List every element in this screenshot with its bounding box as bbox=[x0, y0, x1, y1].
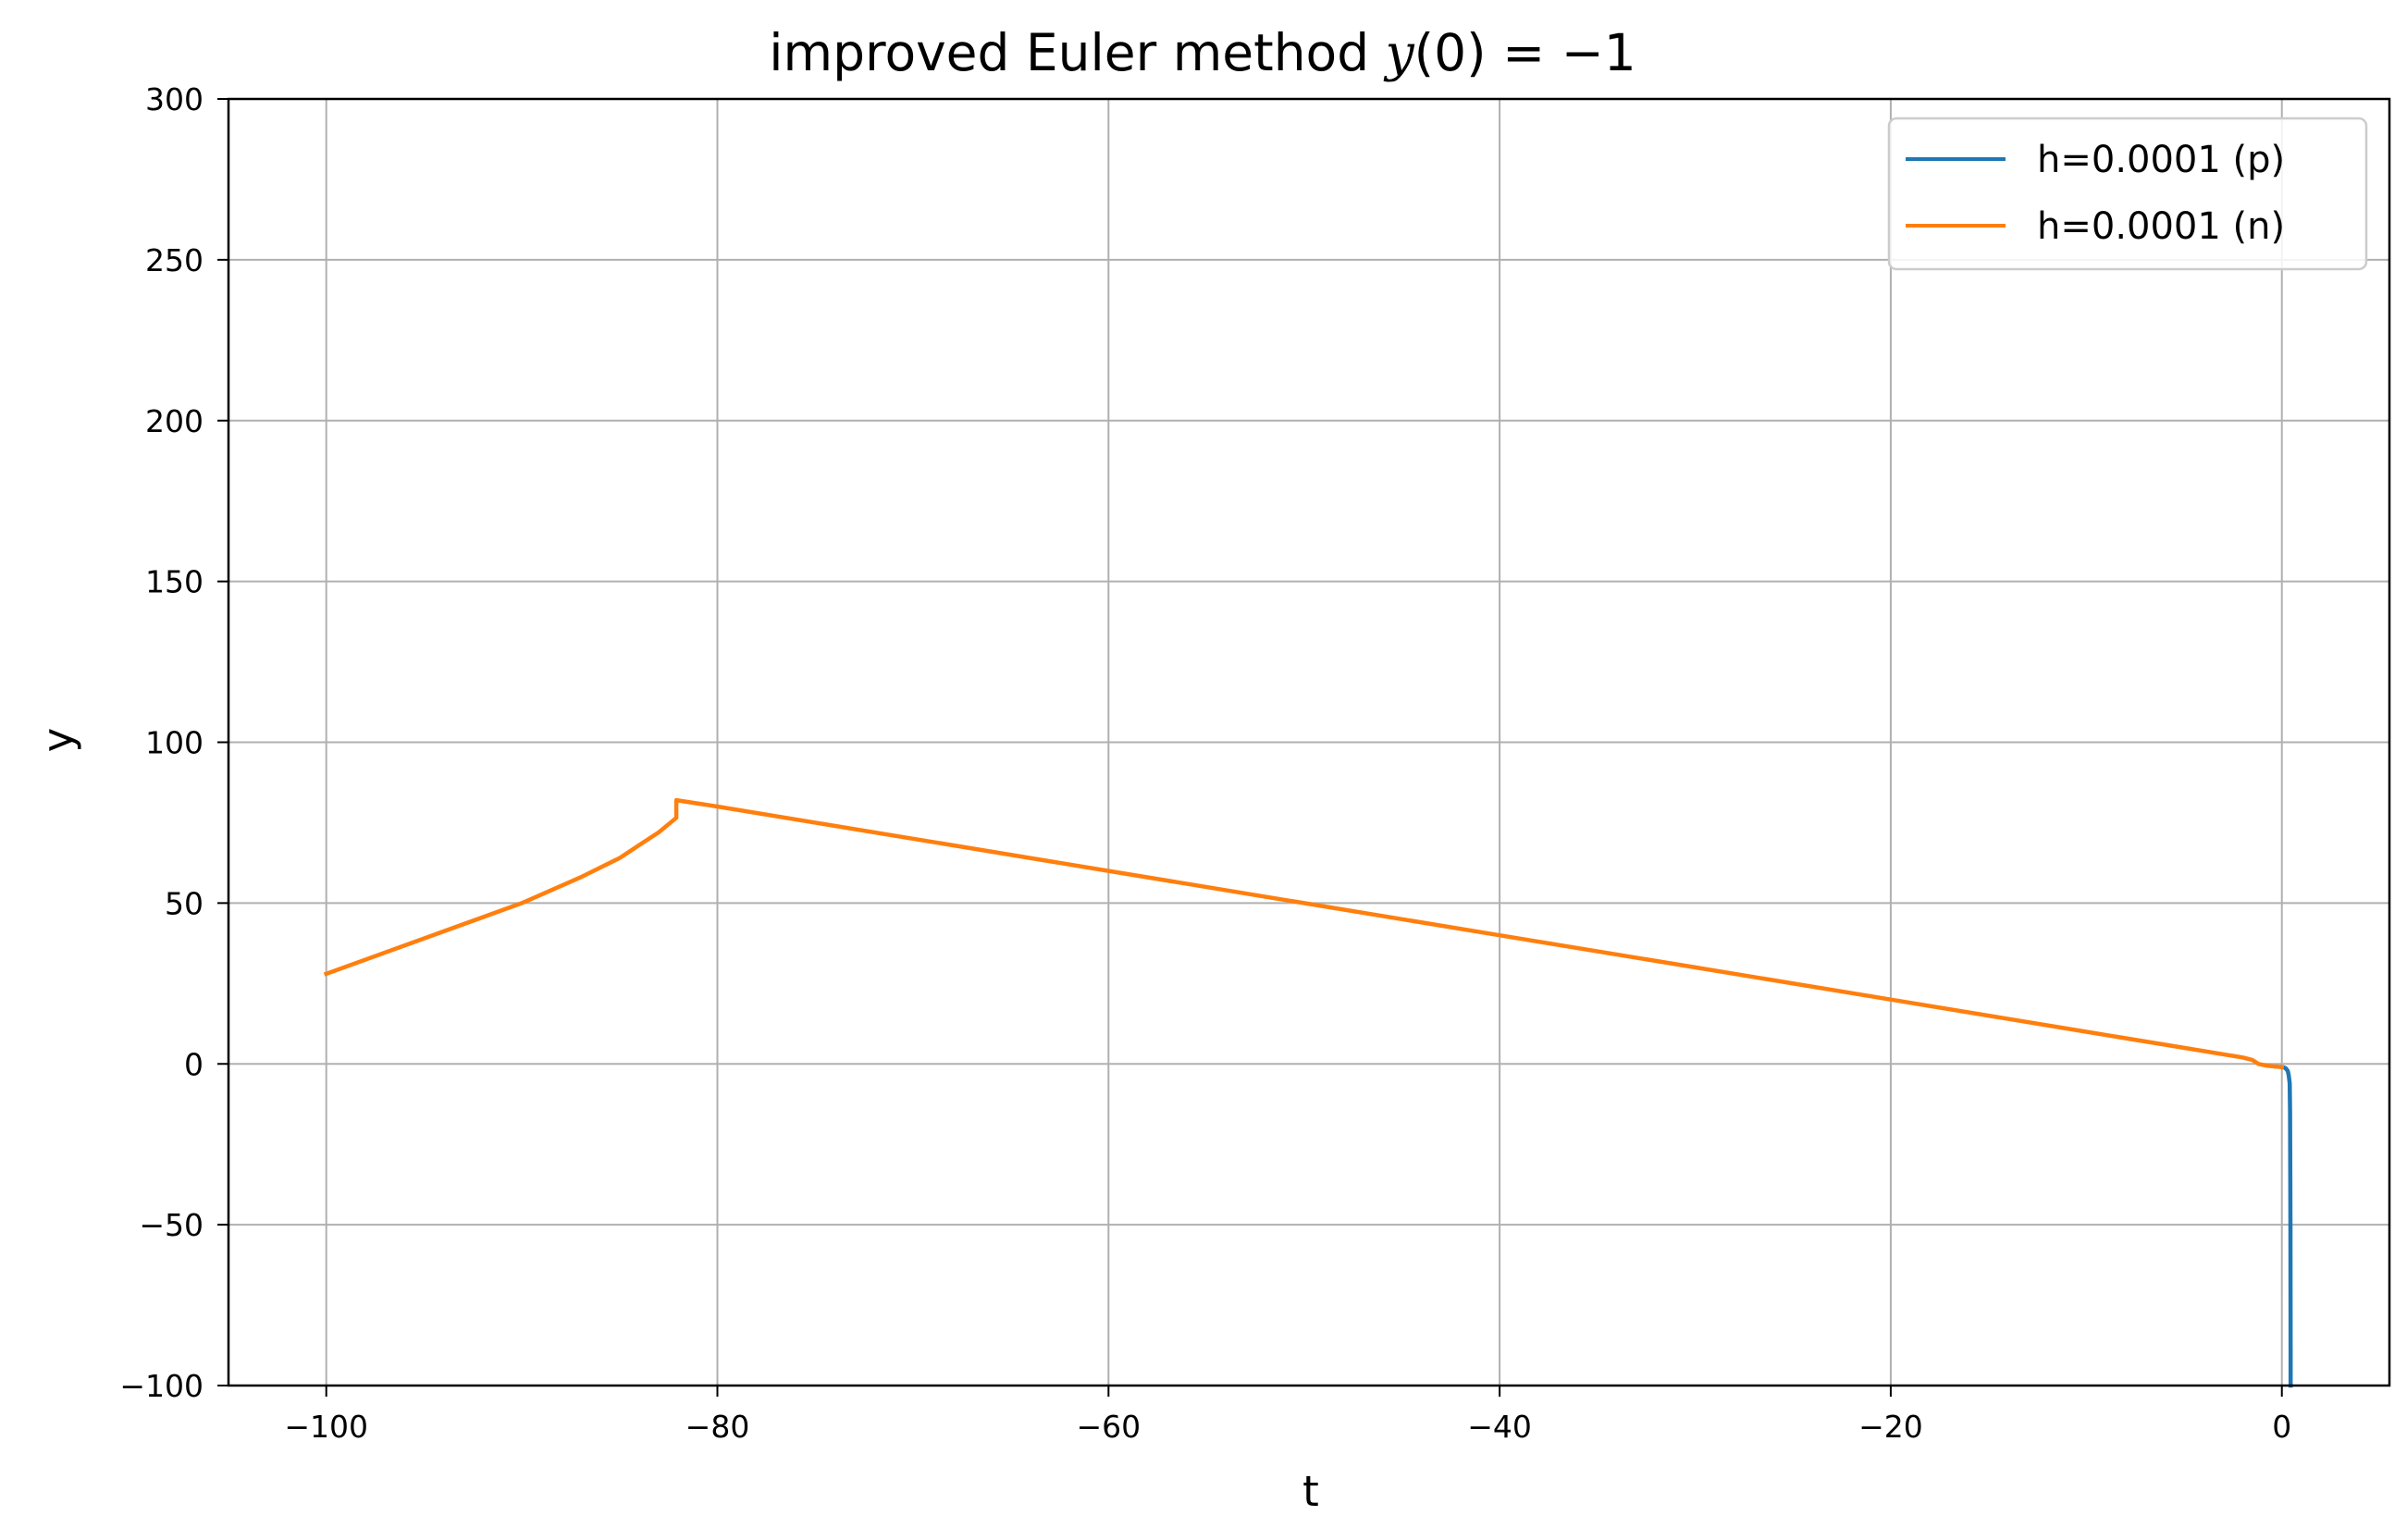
y-tick-label: 50 bbox=[165, 885, 204, 921]
x-tick-label: −100 bbox=[284, 1409, 368, 1445]
x-tick-label: 0 bbox=[2272, 1409, 2291, 1445]
y-tick-label: 0 bbox=[184, 1046, 204, 1082]
y-tick-label: −100 bbox=[119, 1368, 204, 1404]
x-tick-label: −60 bbox=[1076, 1409, 1141, 1445]
x-tick-label: −80 bbox=[685, 1409, 750, 1445]
y-tick-label: 200 bbox=[145, 403, 204, 439]
series-line-p bbox=[2279, 1065, 2293, 1388]
legend-label-p: h=0.0001 (p) bbox=[2037, 139, 2285, 181]
y-tick-label: 150 bbox=[145, 564, 204, 600]
legend-frame bbox=[1887, 117, 2368, 271]
y-tick-label: 250 bbox=[145, 242, 204, 278]
series-line-n bbox=[323, 797, 2285, 1070]
legend-label-n: h=0.0001 (n) bbox=[2037, 205, 2285, 248]
legend: h=0.0001 (p) h=0.0001 (n) bbox=[1887, 117, 2368, 271]
axis-ticks: −100 −80 −60 −40 −20 0 −100 −50 0 50 100 150 200 250 3… bbox=[119, 81, 2291, 1445]
x-tick-label: −20 bbox=[1858, 1409, 1923, 1445]
x-tick-label: −40 bbox=[1467, 1409, 1532, 1445]
plot-lines bbox=[323, 797, 2293, 1388]
y-tick-label: 100 bbox=[145, 725, 204, 761]
chart-title: improved Euler method y(0) = −1 bbox=[769, 23, 1636, 82]
y-tick-label: −50 bbox=[139, 1207, 204, 1243]
y-axis-label: y bbox=[33, 728, 82, 753]
x-axis-label: t bbox=[1302, 1467, 1319, 1516]
y-tick-label: 300 bbox=[145, 81, 204, 117]
